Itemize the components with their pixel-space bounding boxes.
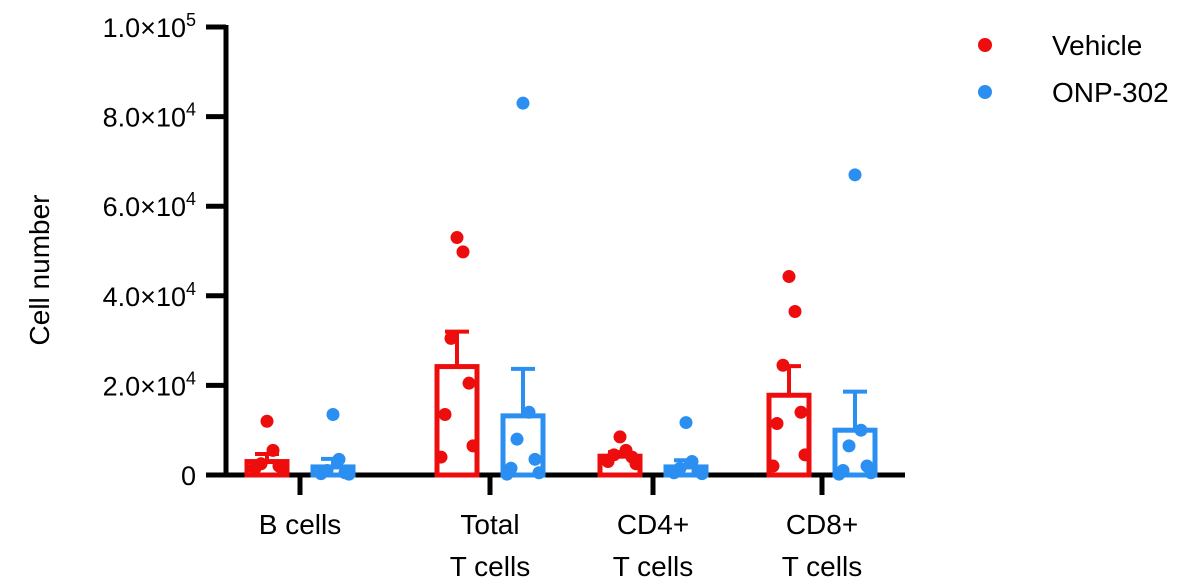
x-tick-label: CD8+ bbox=[786, 509, 858, 540]
legend-marker-vehicle bbox=[978, 38, 992, 52]
data-point-onp-302 bbox=[326, 408, 340, 422]
data-point-vehicle bbox=[438, 408, 452, 422]
data-point-onp-302 bbox=[516, 96, 530, 110]
x-tick-label: T cells bbox=[450, 551, 530, 582]
data-point-vehicle bbox=[629, 457, 643, 471]
y-tick-label: 6.0×104 bbox=[103, 189, 196, 222]
data-point-onp-302 bbox=[685, 455, 699, 469]
data-point-vehicle bbox=[798, 448, 812, 462]
x-tick-label: B cells bbox=[259, 509, 341, 540]
data-point-vehicle bbox=[788, 304, 802, 318]
data-point-onp-302 bbox=[510, 432, 524, 446]
y-tick-label: 0 bbox=[181, 461, 196, 491]
data-point-vehicle bbox=[466, 439, 480, 453]
data-point-onp-302 bbox=[854, 423, 868, 437]
data-point-onp-302 bbox=[532, 466, 546, 480]
data-point-vehicle bbox=[266, 443, 280, 457]
bar-vehicle bbox=[766, 392, 812, 478]
y-axis-title: Cell number bbox=[24, 195, 55, 346]
data-point-vehicle bbox=[462, 376, 476, 390]
data-point-onp-302 bbox=[667, 466, 681, 480]
x-tick-label: CD4+ bbox=[617, 509, 689, 540]
data-point-vehicle bbox=[601, 455, 615, 469]
data-point-vehicle bbox=[794, 405, 808, 419]
legend-marker-onp-302 bbox=[978, 85, 992, 99]
legend-label-onp-302: ONP-302 bbox=[1052, 77, 1169, 108]
y-tick-label: 1.0×105 bbox=[103, 10, 196, 43]
y-tick-label: 8.0×104 bbox=[103, 100, 196, 133]
x-tick-label: Total bbox=[460, 509, 519, 540]
x-tick-label: T cells bbox=[613, 551, 693, 582]
data-point-onp-302 bbox=[864, 466, 878, 480]
data-point-onp-302 bbox=[528, 452, 542, 466]
data-point-vehicle bbox=[444, 331, 458, 345]
data-point-onp-302 bbox=[500, 467, 514, 481]
data-point-onp-302 bbox=[332, 452, 346, 466]
data-point-vehicle bbox=[450, 231, 464, 245]
x-tick-label: T cells bbox=[782, 551, 862, 582]
legend: Vehicle ONP-302 bbox=[978, 30, 1169, 108]
data-point-onp-302 bbox=[848, 168, 862, 182]
data-point-vehicle bbox=[434, 450, 448, 464]
bar-vehicle bbox=[434, 364, 480, 478]
data-point-onp-302 bbox=[832, 467, 846, 481]
data-point-onp-302 bbox=[314, 467, 328, 481]
y-tick-label: 2.0×104 bbox=[103, 368, 196, 401]
data-point-vehicle bbox=[613, 430, 627, 444]
data-point-vehicle bbox=[248, 461, 262, 475]
data-point-onp-302 bbox=[342, 467, 356, 481]
data-point-vehicle bbox=[260, 414, 274, 428]
data-point-vehicle bbox=[456, 245, 470, 259]
data-point-onp-302 bbox=[842, 439, 856, 453]
data-point-vehicle bbox=[770, 416, 784, 430]
data-point-vehicle bbox=[782, 270, 796, 284]
data-point-onp-302 bbox=[695, 467, 709, 481]
y-tick-label: 4.0×104 bbox=[103, 279, 196, 312]
data-point-onp-302 bbox=[679, 416, 693, 430]
bar-onp-302 bbox=[500, 413, 546, 478]
axes: 0 2.0×104 4.0×104 6.0×104 8.0×104 1.0×105 B ce… bbox=[103, 10, 905, 582]
data-point-vehicle bbox=[276, 463, 290, 477]
legend-label-vehicle: Vehicle bbox=[1052, 30, 1142, 61]
plot-area bbox=[244, 96, 878, 481]
data-point-onp-302 bbox=[522, 405, 536, 419]
data-point-vehicle bbox=[766, 459, 780, 473]
data-point-vehicle bbox=[776, 358, 790, 372]
